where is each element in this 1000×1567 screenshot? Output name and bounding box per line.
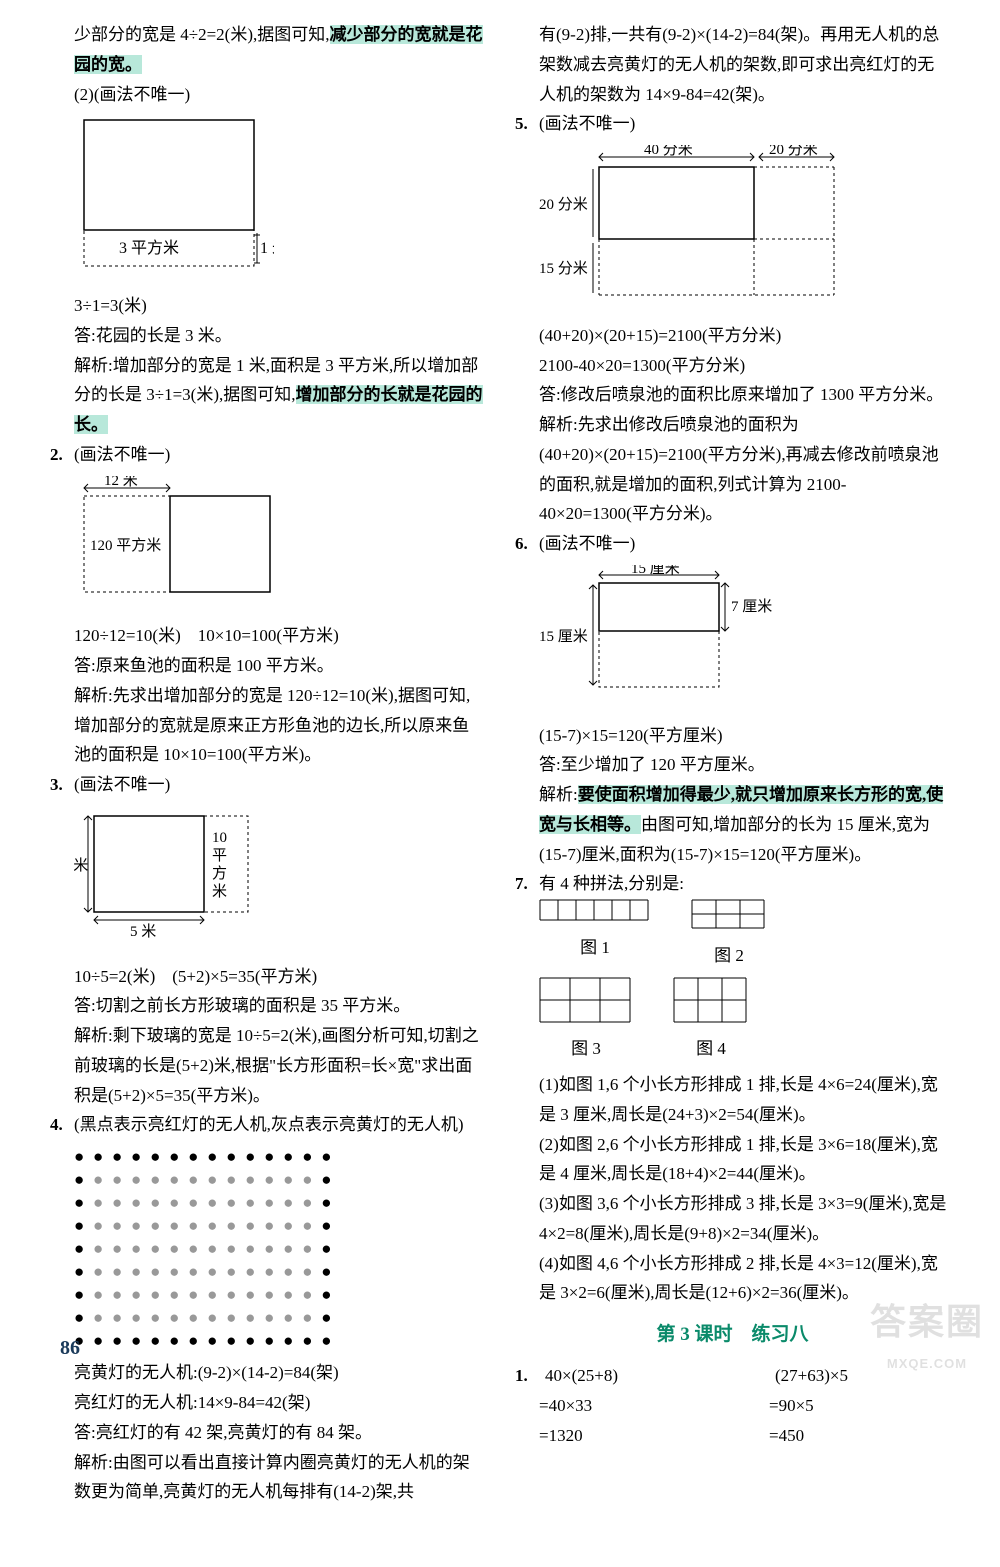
text-line: (3)如图 3,6 个小长方形排成 3 排,长是 3×3=9(厘米),宽是 4×… <box>515 1189 950 1249</box>
diagram-3: 5 米 10 平 方 米 5 米 <box>74 806 485 956</box>
right-column: 有(9-2)排,一共有(9-2)×(14-2)=84(架)。再用无人机的总架数减… <box>515 20 950 1507</box>
tile-grid-1 <box>539 899 651 923</box>
equation: (15-7)×15=120(平方厘米) <box>515 721 950 751</box>
label: 1 米 <box>260 239 274 257</box>
text: 有 4 种拼法,分别是: <box>539 869 950 899</box>
answer: 答:花园的长是 3 米。 <box>50 321 485 351</box>
tiling-row-1: 图 1 图 2 <box>539 899 950 971</box>
svg-text:5 米: 5 米 <box>74 857 88 874</box>
question-number: 4. <box>50 1110 74 1140</box>
question-number: 2. <box>50 440 74 470</box>
calc: 40×(25+8) <box>545 1361 695 1391</box>
diagram-5: 40 分米 20 分米 20 分米 15 分米 <box>539 145 950 315</box>
label: 3 平方米 <box>119 239 179 257</box>
tiling-row-2: 图 3 图 4 <box>539 977 950 1065</box>
svg-text:40 分米: 40 分米 <box>644 145 693 158</box>
text-line: 少部分的宽是 4÷2=2(米),据图可知,减少部分的宽就是花园的宽。 <box>50 20 485 80</box>
explanation: 有(9-2)排,一共有(9-2)×(14-2)=84(架)。再用无人机的总架数减… <box>515 20 950 109</box>
tile-grid-3 <box>539 977 633 1025</box>
equation: (40+20)×(20+15)=2100(平方分米) <box>515 321 950 351</box>
tile-grid-2 <box>691 899 767 931</box>
answer: 答:切割之前长方形玻璃的面积是 35 平方米。 <box>50 991 485 1021</box>
text: 解析: <box>539 785 578 804</box>
answer: 答:修改后喷泉池的面积比原来增加了 1300 平方分米。 <box>515 380 950 410</box>
text-line: (2)(画法不唯一) <box>50 80 485 110</box>
calc: =450 <box>769 1421 919 1451</box>
caption: 图 4 <box>673 1034 749 1064</box>
dot-grid: ● ● ● ● ● ● ● ● ● ● ● ● ● ● ● ● ● ● ● ● … <box>74 1146 485 1352</box>
explanation: 解析:要使面积增加得最少,就只增加原来长方形的宽,使宽与长相等。由图可知,增加部… <box>515 780 950 869</box>
question-number: 5. <box>515 109 539 139</box>
answer: 答:原来鱼池的面积是 100 平方米。 <box>50 651 485 681</box>
equation: 120÷12=10(米) 10×10=100(平方米) <box>50 621 485 651</box>
watermark-sub: MXQE.COM <box>870 1353 984 1376</box>
svg-text:15 厘米: 15 厘米 <box>539 628 588 645</box>
svg-text:15 分米: 15 分米 <box>539 260 588 277</box>
text: (画法不唯一) <box>539 109 950 139</box>
equation: 10÷5=2(米) (5+2)×5=35(平方米) <box>50 962 485 992</box>
page-number: 86 <box>60 1331 80 1366</box>
question-number: 1. <box>515 1361 539 1450</box>
text: (黑点表示亮红灯的无人机,灰点表示亮黄灯的无人机) <box>74 1110 485 1140</box>
diagram-1: 3 平方米 1 米 <box>74 115 485 285</box>
tile-grid-4 <box>673 977 749 1025</box>
calc: =90×5 <box>769 1391 919 1421</box>
watermark: 答案圈 MXQE.COM <box>870 1290 984 1376</box>
equation: 3÷1=3(米) <box>50 291 485 321</box>
calc: =40×33 <box>539 1391 689 1421</box>
svg-text:米: 米 <box>212 883 227 900</box>
explanation: 解析:先求出修改后喷泉池的面积为(40+20)×(20+15)=2100(平方分… <box>515 410 950 529</box>
explanation: 解析:增加部分的宽是 1 米,面积是 3 平方米,所以增加部分的长是 3÷1=3… <box>50 351 485 440</box>
svg-text:10: 10 <box>212 830 227 846</box>
diagram-6: 15 厘米 7 厘米 15 厘米 <box>539 565 950 715</box>
svg-text:方: 方 <box>212 865 227 882</box>
explanation: 解析:先求出增加部分的宽是 120÷12=10(米),据图可知,增加部分的宽就是… <box>50 681 485 770</box>
svg-text:20 分米: 20 分米 <box>769 145 818 158</box>
svg-text:12 米: 12 米 <box>104 476 138 489</box>
text: (画法不唯一) <box>539 529 950 559</box>
equation: 2100-40×20=1300(平方分米) <box>515 351 950 381</box>
svg-text:15 厘米: 15 厘米 <box>631 565 680 577</box>
explanation: 解析:由图可以看出直接计算内圈亮黄灯的无人机的架数更为简单,亮黄灯的无人机每排有… <box>50 1448 485 1508</box>
caption: 图 3 <box>539 1034 633 1064</box>
text-line: (2)如图 2,6 个小长方形排成 1 排,长是 3×6=18(厘米),宽是 4… <box>515 1130 950 1190</box>
svg-text:7 厘米: 7 厘米 <box>731 598 772 615</box>
text: (画法不唯一) <box>74 440 485 470</box>
svg-text:20 分米: 20 分米 <box>539 196 588 213</box>
question-number: 3. <box>50 770 74 800</box>
caption: 图 2 <box>691 941 767 971</box>
equation: 亮红灯的无人机:14×9-84=42(架) <box>50 1388 485 1418</box>
caption: 图 1 <box>539 933 651 963</box>
svg-text:120 平方米: 120 平方米 <box>90 537 161 554</box>
svg-text:5 米: 5 米 <box>130 923 156 940</box>
answer: 答:至少增加了 120 平方厘米。 <box>515 750 950 780</box>
text: 少部分的宽是 4÷2=2(米),据图可知, <box>74 25 330 44</box>
text: (画法不唯一) <box>74 770 485 800</box>
answer: 答:亮红灯的有 42 架,亮黄灯的有 84 架。 <box>50 1418 485 1448</box>
calc: =1320 <box>539 1421 689 1451</box>
text-line: (1)如图 1,6 个小长方形排成 1 排,长是 4×6=24(厘米),宽是 3… <box>515 1070 950 1130</box>
equation: 亮黄灯的无人机:(9-2)×(14-2)=84(架) <box>50 1358 485 1388</box>
watermark-text: 答案圈 <box>870 1301 984 1342</box>
explanation: 解析:剩下玻璃的宽是 10÷5=2(米),画图分析可知,切割之前玻璃的长是(5+… <box>50 1021 485 1110</box>
question-number: 7. <box>515 869 539 899</box>
diagram-2: 12 米 120 平方米 <box>74 476 485 616</box>
question-number: 6. <box>515 529 539 559</box>
svg-text:平: 平 <box>212 848 227 864</box>
left-column: 少部分的宽是 4÷2=2(米),据图可知,减少部分的宽就是花园的宽。 (2)(画… <box>50 20 485 1507</box>
